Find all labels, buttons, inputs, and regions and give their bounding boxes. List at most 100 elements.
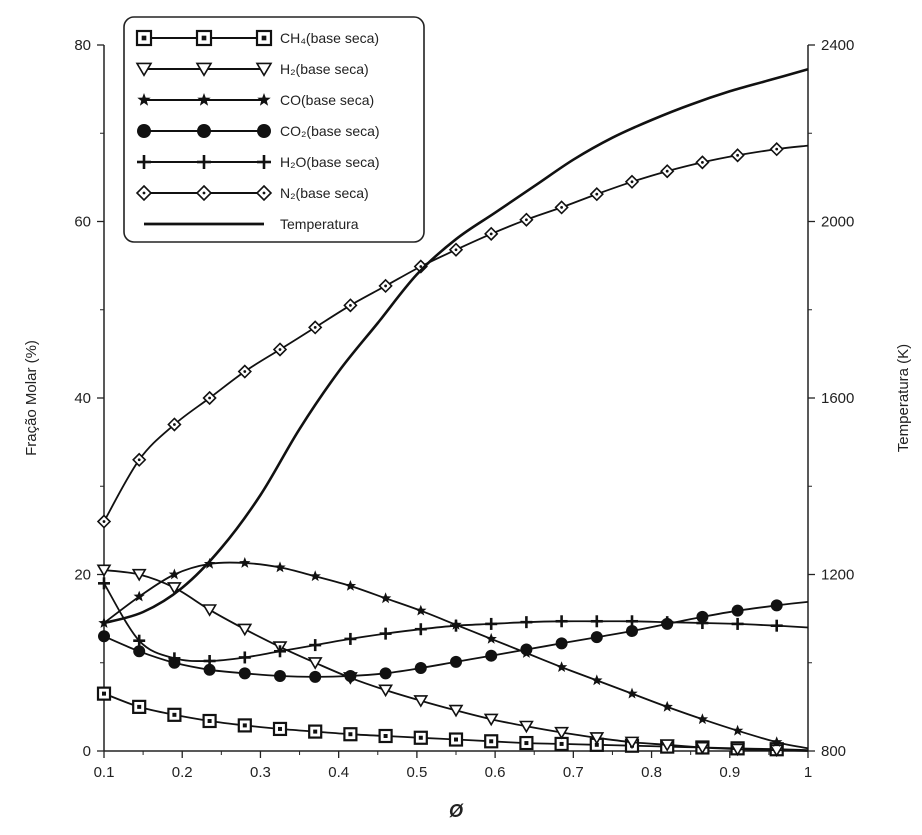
diamond-point-dot: [137, 458, 141, 462]
diamond-point-dot: [560, 205, 563, 209]
star-point: [133, 590, 145, 602]
star-point: [415, 604, 427, 616]
x-tick-label: 0.9: [719, 764, 740, 781]
square-point-inner: [418, 735, 423, 740]
square-point-inner: [348, 732, 353, 737]
square-point-inner: [137, 704, 142, 709]
legend: CH₄(base seca) H₂(base seca) CO(base seca)…: [123, 16, 425, 243]
diamond-point-dot: [349, 303, 352, 307]
x-tick-label: 0.6: [485, 764, 506, 781]
triangle-point: [195, 62, 213, 77]
diamond-point-dot: [313, 326, 317, 329]
square-point-inner: [201, 35, 207, 41]
diamond-point-dot: [736, 153, 739, 157]
y-left-axis-label: Fração Molar (%): [23, 340, 40, 456]
star-point: [168, 568, 181, 580]
square-point-inner: [172, 712, 177, 717]
diamond-point-dot: [665, 169, 669, 173]
circle-point: [450, 655, 462, 668]
square-point-inner: [524, 741, 529, 746]
star-point: [696, 713, 709, 725]
triangle-point: [202, 604, 217, 617]
circle-point: [626, 624, 638, 637]
triangle-point: [769, 744, 785, 758]
x-tick-label: 0.7: [563, 764, 584, 781]
y-left-tick-label: 60: [74, 214, 91, 231]
star-point: [257, 93, 271, 106]
series-5: [96, 142, 809, 529]
triangle-point: [131, 568, 147, 582]
x-tick-label: 0.2: [172, 764, 193, 781]
x-tick-label: 0.8: [641, 764, 662, 781]
x-tick-label: 0.5: [406, 764, 427, 781]
y-right-axis-label: Temperatura (K): [895, 344, 912, 452]
triangle-point: [448, 704, 464, 718]
circle-point: [133, 645, 146, 658]
star-point: [379, 592, 392, 604]
star-point: [197, 93, 211, 106]
square-point-inner: [383, 733, 388, 738]
diamond-point-dot: [630, 180, 634, 184]
diamond-point-dot: [208, 396, 212, 400]
diamond-point-dot: [489, 232, 493, 236]
triangle-point: [483, 713, 499, 727]
star-point: [555, 661, 568, 672]
y-right-tick-label: 2400: [821, 37, 854, 54]
y-left-tick-label: 0: [83, 743, 91, 760]
legend-label-5: N₂(base seca): [280, 185, 369, 201]
y-left-tick-label: 40: [74, 390, 91, 407]
square-point-inner: [102, 691, 106, 696]
circle-point: [379, 667, 392, 680]
triangle-point: [519, 720, 534, 734]
diamond-point-dot: [525, 218, 528, 222]
star-point: [203, 557, 216, 569]
star-point: [344, 580, 357, 591]
triangle-point: [695, 741, 710, 755]
triangle-point: [96, 564, 112, 578]
circle-point: [731, 604, 744, 617]
circle-point: [696, 610, 709, 623]
star-point: [731, 724, 744, 736]
star-point: [771, 736, 783, 747]
circle-point: [203, 663, 216, 676]
diamond-point-dot: [102, 520, 106, 523]
diamond-point-dot: [142, 191, 146, 195]
legend-label-3: CO₂(base seca): [280, 123, 380, 139]
circle-point: [98, 630, 110, 643]
square-point-inner: [489, 739, 494, 744]
circle-point: [257, 124, 271, 138]
triangle-point: [307, 657, 323, 670]
diamond-point-dot: [419, 265, 423, 268]
series-4: [98, 577, 809, 667]
circle-point: [520, 643, 533, 656]
y-right-tick-label: 800: [821, 743, 846, 760]
star-point: [274, 561, 286, 573]
x-tick-label: 0.4: [328, 764, 349, 781]
diamond-point-dot: [278, 348, 282, 351]
triangle-point: [167, 582, 182, 595]
triangle-point: [237, 623, 253, 637]
diamond-point-dot: [262, 191, 266, 195]
triangle-point: [554, 726, 569, 740]
y-right-tick-label: 1600: [821, 390, 854, 407]
square-point-inner: [313, 729, 318, 734]
diamond-point-dot: [701, 160, 704, 164]
star-point: [309, 570, 321, 582]
diamond-point-dot: [595, 192, 599, 196]
triangle-point: [659, 739, 675, 752]
y-right-tick-label: 2000: [821, 214, 854, 231]
axis-labels: Fração Molar (%) Temperatura (K) Ø: [23, 340, 912, 821]
legend-label-6: Temperatura: [280, 216, 359, 232]
legend-label-2: CO(base seca): [280, 92, 374, 108]
circle-point: [197, 124, 211, 138]
star-point: [661, 700, 673, 712]
series-3: [98, 599, 809, 683]
circle-point: [309, 670, 322, 683]
legend-box: [123, 16, 425, 243]
series-1: [96, 564, 809, 758]
legend-label-0: CH₄(base seca): [280, 30, 379, 46]
square-point-inner: [594, 742, 599, 747]
triangle-point: [730, 743, 745, 757]
star-point: [591, 674, 603, 686]
star-point: [137, 93, 151, 106]
